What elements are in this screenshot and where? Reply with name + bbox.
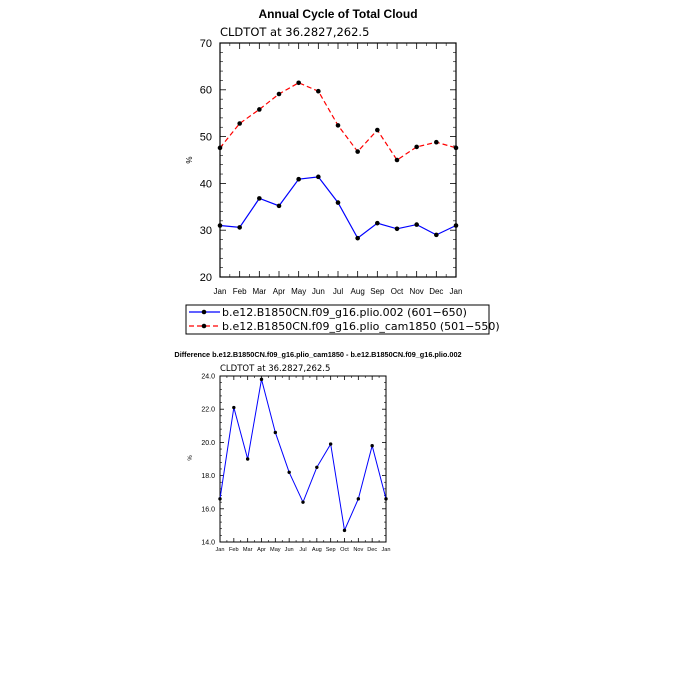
x-tick-label: Jul	[333, 287, 343, 296]
series-1-point	[259, 377, 264, 382]
series-1-point	[414, 222, 419, 227]
series-1-point	[273, 430, 278, 435]
legend-label-series-2: b.e12.B1850CN.f09_g16.plio_cam1850 (501−…	[222, 320, 500, 333]
series-2-point	[237, 121, 242, 126]
x-tick-label: May	[270, 547, 281, 553]
chart2-title: Difference b.e12.B1850CN.f09_g16.plio_ca…	[174, 350, 461, 359]
x-tick-label: Sep	[326, 547, 336, 553]
chart2-subtitle: CLDTOT at 36.2827,262.5	[220, 364, 330, 374]
y-tick-label: 60	[200, 85, 212, 97]
chart2-ylabel: %	[188, 455, 194, 461]
series-2-point	[316, 88, 321, 94]
series-line-2	[219, 82, 457, 161]
y-tick-label: 20.0	[201, 440, 215, 447]
x-tick-label: Dec	[367, 547, 377, 553]
series-1-point	[315, 465, 319, 469]
series-2-point	[257, 107, 262, 112]
x-tick-label: Jan	[215, 547, 224, 553]
chart2-plot: Jan Feb Mar Apr May Jun Jul Aug Sep Oct Nov Dec Jan1…	[201, 373, 390, 553]
plot-frame	[219, 42, 457, 278]
series-1-point	[287, 470, 291, 474]
legend-marker-series-2	[201, 323, 207, 329]
x-tick-label: Sep	[370, 287, 385, 296]
y-tick-label: 24.0	[201, 373, 215, 380]
series-2-point	[217, 145, 223, 151]
x-tick-label: Mar	[252, 287, 266, 296]
series-line-1	[219, 176, 457, 240]
series-2-point	[394, 157, 400, 163]
chart1-ylabel: %	[185, 156, 194, 163]
x-tick-label: Oct	[391, 287, 404, 296]
series-1-point	[257, 196, 262, 201]
legend-box	[185, 304, 490, 335]
series-1-point	[356, 497, 361, 501]
x-tick-label: May	[291, 287, 306, 296]
series-2-point	[414, 144, 419, 150]
series-2-point	[296, 80, 301, 86]
chart1-legend: b.e12.B1850CN.f09_g16.plio.002 (601−650)…	[185, 304, 500, 335]
series-1-point	[394, 226, 400, 232]
x-tick-label: Jan	[450, 287, 463, 296]
series-1-point	[375, 220, 380, 226]
legend-marker-series-1	[201, 309, 207, 315]
plot-frame	[219, 375, 387, 543]
y-tick-label: 40	[200, 178, 212, 190]
x-tick-label: Aug	[351, 287, 365, 296]
series-1-point	[355, 235, 360, 241]
series-1-point	[232, 405, 236, 410]
x-tick-label: Dec	[429, 287, 443, 296]
x-tick-label: Nov	[410, 287, 424, 296]
series-1-point	[384, 497, 388, 501]
y-tick-label: 22.0	[201, 407, 215, 414]
series-1-point	[217, 223, 223, 228]
series-2-point	[434, 139, 439, 145]
y-tick-label: 16.0	[201, 506, 215, 513]
series-line-1	[219, 379, 387, 533]
x-tick-label: Mar	[243, 547, 253, 553]
series-1-point	[301, 500, 305, 504]
y-tick-label: 18.0	[201, 473, 215, 480]
chart1-plot: Jan Feb Mar Apr May Jun Jul Aug Sep Oct Nov Dec Jan2…	[200, 38, 463, 296]
series-1-point	[296, 176, 301, 182]
x-tick-label: Oct	[340, 547, 349, 553]
series-1-point	[276, 203, 282, 209]
series-1-point	[328, 442, 333, 446]
x-tick-label: Jul	[299, 547, 306, 553]
series-1-point	[453, 223, 459, 228]
legend-label-series-1: b.e12.B1850CN.f09_g16.plio.002 (601−650)	[222, 306, 467, 319]
x-tick-label: Jun	[285, 547, 294, 553]
x-tick-label: Jan	[214, 287, 227, 296]
x-tick-label: Feb	[229, 547, 239, 553]
x-tick-label: Aug	[312, 547, 322, 553]
y-tick-label: 30	[200, 225, 212, 237]
x-tick-label: Jun	[312, 287, 325, 296]
chart1-title: Annual Cycle of Total Cloud	[258, 7, 417, 21]
series-1-point	[245, 457, 250, 461]
series-2-point	[335, 123, 341, 128]
series-1-point	[218, 497, 222, 501]
series-1-point	[335, 200, 341, 205]
series-1-point	[434, 232, 439, 238]
series-1-point	[370, 444, 374, 448]
series-2-point	[355, 149, 360, 154]
x-tick-label: Apr	[273, 287, 286, 296]
y-tick-label: 14.0	[201, 539, 215, 546]
x-tick-label: Jan	[381, 547, 390, 553]
series-1-point	[342, 528, 347, 533]
y-tick-label: 50	[200, 131, 212, 143]
series-2-point	[453, 145, 459, 151]
series-2-point	[276, 91, 282, 97]
y-tick-label: 20	[200, 272, 212, 284]
series-1-point	[316, 174, 321, 180]
x-tick-label: Nov	[353, 547, 363, 553]
chart1-subtitle: CLDTOT at 36.2827,262.5	[220, 25, 369, 39]
series-2-point	[375, 127, 380, 133]
series-1-point	[237, 225, 242, 230]
x-tick-label: Apr	[257, 547, 266, 553]
y-tick-label: 70	[200, 38, 212, 50]
x-tick-label: Feb	[233, 287, 247, 296]
